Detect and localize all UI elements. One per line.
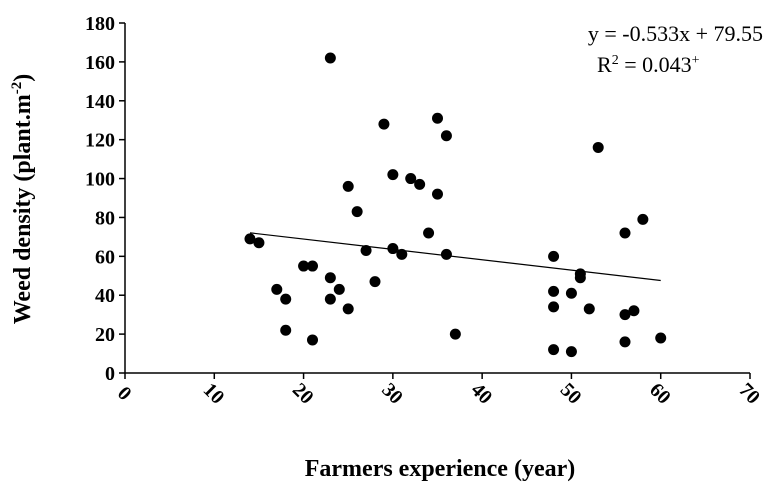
r2-superscript: 2 xyxy=(612,53,619,68)
data-point xyxy=(307,334,318,346)
y-axis-title-superscript: -2 xyxy=(9,82,25,95)
data-point xyxy=(298,260,310,272)
data-point xyxy=(440,248,452,260)
data-point xyxy=(628,305,640,317)
data-point xyxy=(280,293,292,305)
data-point xyxy=(548,301,560,313)
data-point xyxy=(244,233,256,245)
data-point xyxy=(253,237,265,249)
x-tick-label: 70 xyxy=(734,379,764,409)
y-tick-label: 80 xyxy=(95,207,115,229)
x-tick-label: 50 xyxy=(556,379,586,409)
x-axis-title: Farmers experience (year) xyxy=(305,456,576,482)
data-point xyxy=(387,169,399,181)
y-tick-label: 100 xyxy=(85,169,115,191)
y-tick-label: 0 xyxy=(105,363,115,385)
regression-equation: y = -0.533x + 79.55 xyxy=(588,21,763,46)
data-point xyxy=(360,245,372,256)
data-point xyxy=(324,52,336,64)
x-tick-label: 20 xyxy=(288,379,318,409)
y-tick-label: 60 xyxy=(95,246,115,268)
data-point xyxy=(548,344,560,356)
x-tick-label: 10 xyxy=(199,379,229,409)
y-tick-label: 40 xyxy=(95,285,115,307)
data-point xyxy=(432,112,443,124)
data-point xyxy=(619,227,631,239)
data-point xyxy=(378,118,390,130)
data-point xyxy=(574,272,586,284)
x-tick-label: 30 xyxy=(377,379,407,409)
axes xyxy=(119,22,751,379)
y-tick-label: 140 xyxy=(85,91,115,113)
data-point xyxy=(548,250,560,262)
x-tick-label: 0 xyxy=(113,382,136,405)
data-point xyxy=(280,324,292,336)
data-point xyxy=(369,276,381,288)
y-tick-label: 20 xyxy=(95,324,115,346)
data-point xyxy=(637,213,649,225)
data-point xyxy=(342,303,354,315)
r2-prefix: R xyxy=(597,52,612,77)
data-point xyxy=(324,293,336,305)
y-axis-title-close: ) xyxy=(10,74,36,82)
data-point xyxy=(583,303,595,315)
data-point xyxy=(307,260,318,272)
data-point xyxy=(565,287,577,299)
data-point xyxy=(324,272,336,284)
data-point xyxy=(351,206,363,218)
y-tick-label: 160 xyxy=(85,52,115,74)
data-point xyxy=(565,346,577,358)
y-tick-label: 120 xyxy=(85,130,115,152)
data-point xyxy=(592,141,604,153)
y-tick-label: 180 xyxy=(85,13,115,35)
data-point xyxy=(440,130,452,142)
data-point xyxy=(423,227,435,239)
data-point xyxy=(619,309,631,321)
data-points xyxy=(244,52,667,358)
data-point xyxy=(449,328,461,340)
data-point xyxy=(405,173,417,185)
r2-plus-superscript: + xyxy=(692,53,700,68)
r-squared-annotation: R2 = 0.043+ xyxy=(597,52,700,77)
trendline xyxy=(249,232,661,282)
data-point xyxy=(655,332,667,344)
data-point xyxy=(271,283,283,295)
r2-value: = 0.043 xyxy=(619,52,692,77)
data-point xyxy=(619,336,631,348)
data-point xyxy=(387,243,399,255)
y-axis-title: Weed density (plant.m-2) xyxy=(9,74,36,325)
data-point xyxy=(414,178,426,190)
trendline-group xyxy=(249,232,661,282)
data-point xyxy=(432,188,443,200)
data-point xyxy=(548,285,560,297)
data-point xyxy=(333,283,345,295)
data-point xyxy=(342,180,354,192)
data-point xyxy=(396,248,408,260)
x-tick-label: 40 xyxy=(467,379,497,409)
y-axis-title-main: Weed density (plant.m xyxy=(10,94,36,324)
x-tick-label: 60 xyxy=(645,379,675,409)
